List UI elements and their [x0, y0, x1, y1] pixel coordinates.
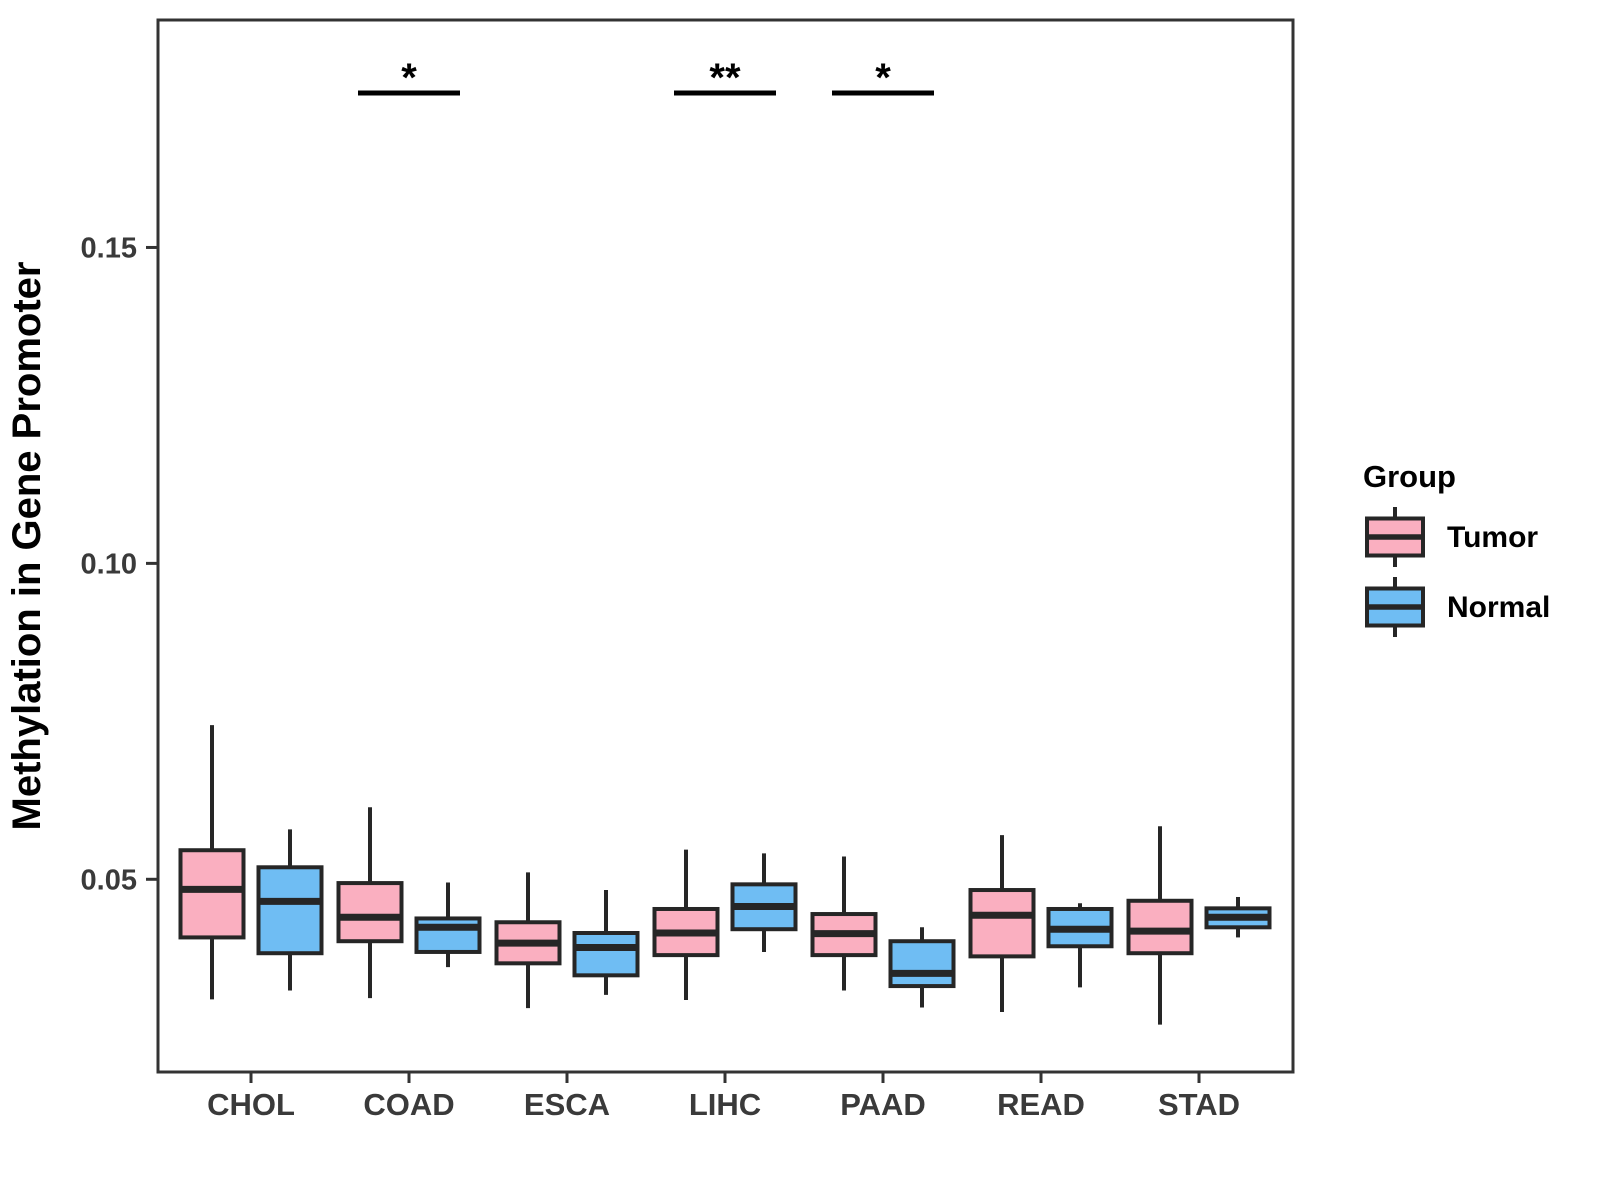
y-axis-title: Methylation in Gene Promoter	[5, 262, 49, 831]
x-category-label: ESCA	[524, 1087, 610, 1122]
legend: Group Tumor Normal	[1363, 459, 1550, 637]
box-coad-normal	[414, 916, 482, 954]
box-stad-tumor	[1126, 898, 1194, 956]
x-category-label: LIHC	[689, 1087, 761, 1122]
significance-annotations: * ** *	[358, 56, 934, 100]
box-esca-normal	[572, 930, 640, 978]
x-category-label: PAAD	[840, 1087, 926, 1122]
x-category-label: READ	[997, 1087, 1085, 1122]
box-chol-tumor	[178, 848, 246, 940]
x-category-label: STAD	[1158, 1087, 1240, 1122]
box-read-tumor	[968, 888, 1036, 959]
legend-title: Group	[1363, 459, 1456, 494]
x-axis: CHOL COAD ESCA LIHC PAAD READ STAD	[207, 1072, 1240, 1122]
legend-label-tumor: Tumor	[1447, 521, 1538, 554]
box-chol-normal	[256, 865, 324, 956]
x-category-label: CHOL	[207, 1087, 295, 1122]
y-tick-label: 0.05	[81, 864, 137, 896]
boxplots	[178, 725, 1272, 1025]
significance-label-paad: *	[875, 56, 891, 100]
y-tick-label: 0.15	[81, 232, 137, 264]
plot-panel	[156, 18, 1295, 1074]
significance-label-coad: *	[401, 56, 417, 100]
box-paad-normal	[888, 939, 956, 989]
y-axis: 0.05 0.10 0.15	[81, 232, 158, 896]
box-coad-tumor	[336, 881, 404, 944]
significance-label-lihc: **	[709, 56, 741, 100]
y-tick-label: 0.10	[81, 548, 137, 580]
legend-label-normal: Normal	[1447, 591, 1550, 624]
x-category-label: COAD	[363, 1087, 454, 1122]
